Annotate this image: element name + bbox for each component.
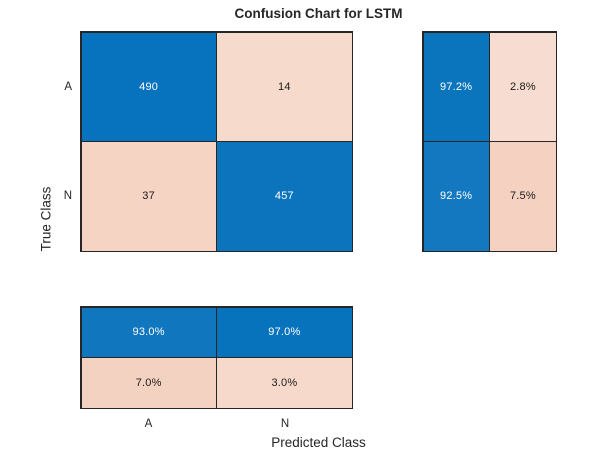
- row-summary-cell-a-incorrect: 2.8%: [490, 32, 556, 141]
- y-tick-label-n: N: [63, 190, 72, 202]
- x-axis-label: Predicted Class: [271, 435, 366, 450]
- column-summary: 93.0% 97.0% 7.0% 3.0%: [80, 306, 353, 409]
- column-summary-cell-n-incorrect: 3.0%: [217, 358, 352, 408]
- row-summary-cell-n-correct: 92.5%: [423, 142, 489, 251]
- y-tick-label-a: A: [64, 81, 72, 93]
- row-summary: 97.2% 2.8% 92.5% 7.5%: [422, 31, 557, 252]
- matrix-cell-true-n-pred-a: 37: [81, 142, 216, 251]
- confusion-matrix: 490 14 37 457: [80, 31, 353, 252]
- x-tick-label-a: A: [144, 418, 153, 430]
- column-summary-cell-n-correct: 97.0%: [217, 307, 352, 357]
- matrix-cell-true-a-pred-n: 14: [217, 32, 352, 141]
- y-axis-label: True Class: [38, 186, 54, 252]
- row-summary-cell-a-correct: 97.2%: [423, 32, 489, 141]
- x-tick-label-n: N: [280, 418, 290, 430]
- matrix-cell-true-n-pred-n: 457: [217, 142, 352, 251]
- chart-title: Confusion Chart for LSTM: [234, 6, 403, 21]
- column-summary-cell-a-incorrect: 7.0%: [81, 358, 216, 408]
- row-summary-cell-n-incorrect: 7.5%: [490, 142, 556, 251]
- matrix-cell-true-a-pred-a: 490: [81, 32, 216, 141]
- column-summary-cell-a-correct: 93.0%: [81, 307, 216, 357]
